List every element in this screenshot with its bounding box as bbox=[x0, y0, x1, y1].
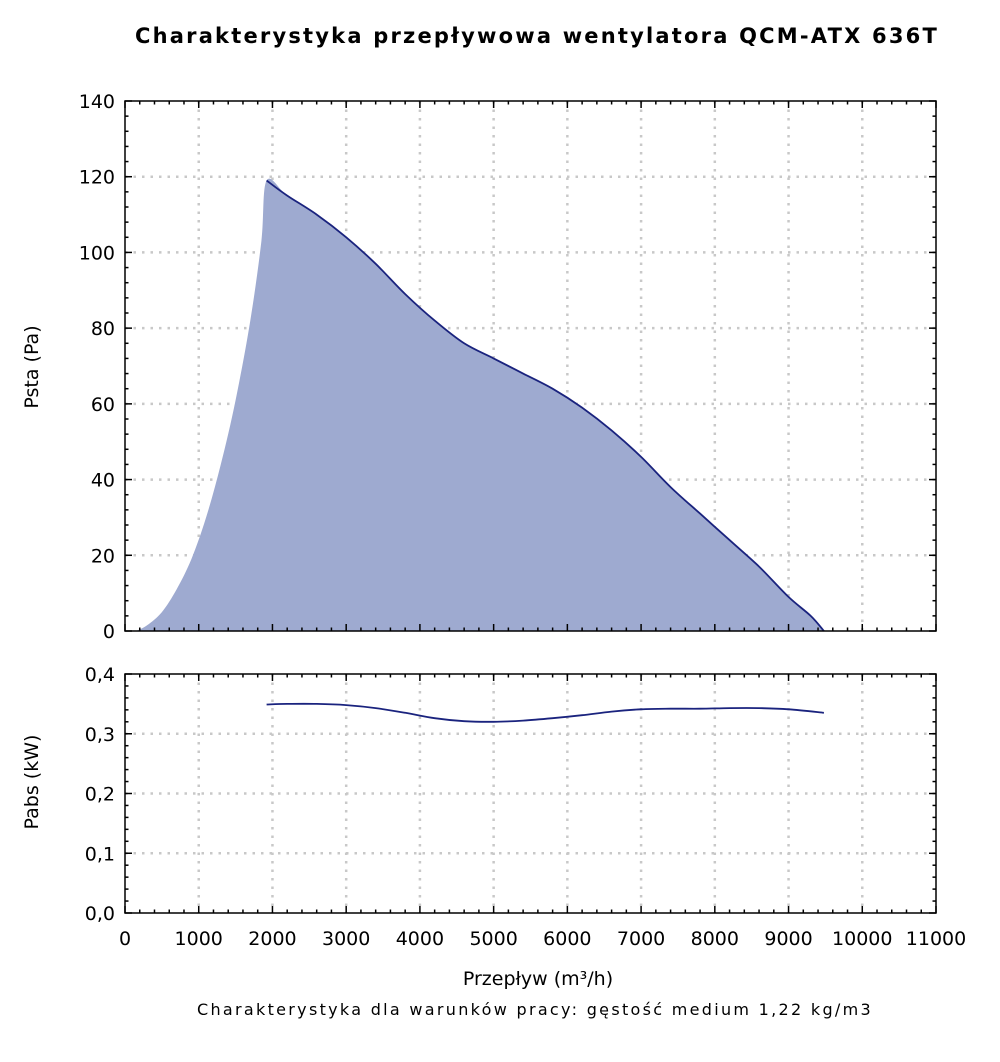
y-tick-label: 0,1 bbox=[85, 843, 115, 865]
y-tick-label: 0,0 bbox=[85, 903, 115, 925]
x-tick-label: 11000 bbox=[906, 928, 966, 950]
x-tick-label: 5000 bbox=[469, 928, 517, 950]
chart-footnote: Charakterystyka dla warunków pracy: gęst… bbox=[197, 1000, 873, 1019]
y-tick-label: 0 bbox=[103, 621, 115, 643]
power-panel: 0,0 0,1 0,2 0,3 0,4 0 1000 2000 3000 4000 5000 6000… bbox=[85, 664, 966, 950]
x-tick-label: 0 bbox=[119, 928, 131, 950]
y-tick-label: 20 bbox=[91, 545, 115, 567]
pressure-panel: 0 20 40 60 80 100 120 140 bbox=[79, 91, 937, 643]
pressure-axis-label: Psta (Pa) bbox=[21, 325, 43, 408]
plot-frame bbox=[124, 100, 937, 632]
power-curve bbox=[266, 702, 824, 723]
x-tick-label: 10000 bbox=[832, 928, 892, 950]
y-tick-label: 80 bbox=[91, 318, 115, 340]
y-tick-label: 40 bbox=[91, 470, 115, 492]
flow-axis-label: Przepływ (m³/h) bbox=[463, 968, 613, 990]
pressure-area-fill bbox=[136, 178, 824, 631]
chart-title: Charakterystyka przepływowa wentylatora … bbox=[135, 24, 939, 48]
y-tick-label: 120 bbox=[79, 167, 115, 189]
x-tick-label: 1000 bbox=[175, 928, 223, 950]
y-tick-label: 0,2 bbox=[85, 784, 115, 806]
x-tick-label: 8000 bbox=[691, 928, 739, 950]
x-tick-label: 3000 bbox=[322, 928, 370, 950]
y-tick-label: 0,4 bbox=[85, 664, 115, 686]
y-tick-label: 140 bbox=[79, 91, 115, 113]
x-tick-label: 2000 bbox=[248, 928, 296, 950]
x-tick-label: 4000 bbox=[396, 928, 444, 950]
y-tick-label: 100 bbox=[79, 242, 115, 264]
power-axis-label: Pabs (kW) bbox=[21, 735, 43, 830]
x-tick-label: 9000 bbox=[764, 928, 812, 950]
x-tick-label: 6000 bbox=[543, 928, 591, 950]
y-tick-label: 0,3 bbox=[85, 724, 115, 746]
pressure-curve bbox=[266, 179, 825, 632]
y-tick-label: 60 bbox=[91, 394, 115, 416]
x-tick-label: 7000 bbox=[617, 928, 665, 950]
